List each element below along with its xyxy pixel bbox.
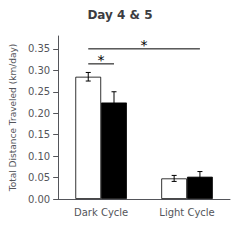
svg-text:*: * <box>98 52 105 68</box>
svg-text:0.35: 0.35 <box>28 43 50 54</box>
svg-text:Dark Cycle: Dark Cycle <box>74 207 128 218</box>
svg-text:0.05: 0.05 <box>28 172 50 183</box>
svg-text:0.30: 0.30 <box>28 65 50 76</box>
svg-text:0.10: 0.10 <box>28 151 50 162</box>
svg-text:0.20: 0.20 <box>28 108 50 119</box>
svg-text:Day 4 & 5: Day 4 & 5 <box>87 8 152 22</box>
svg-text:Total Distance Traveled (km/da: Total Distance Traveled (km/day) <box>8 44 18 193</box>
svg-text:0.25: 0.25 <box>28 86 50 97</box>
svg-text:*: * <box>141 37 148 53</box>
svg-text:0.00: 0.00 <box>28 194 50 205</box>
svg-text:Light Cycle: Light Cycle <box>159 207 214 218</box>
svg-text:0.15: 0.15 <box>28 129 50 140</box>
